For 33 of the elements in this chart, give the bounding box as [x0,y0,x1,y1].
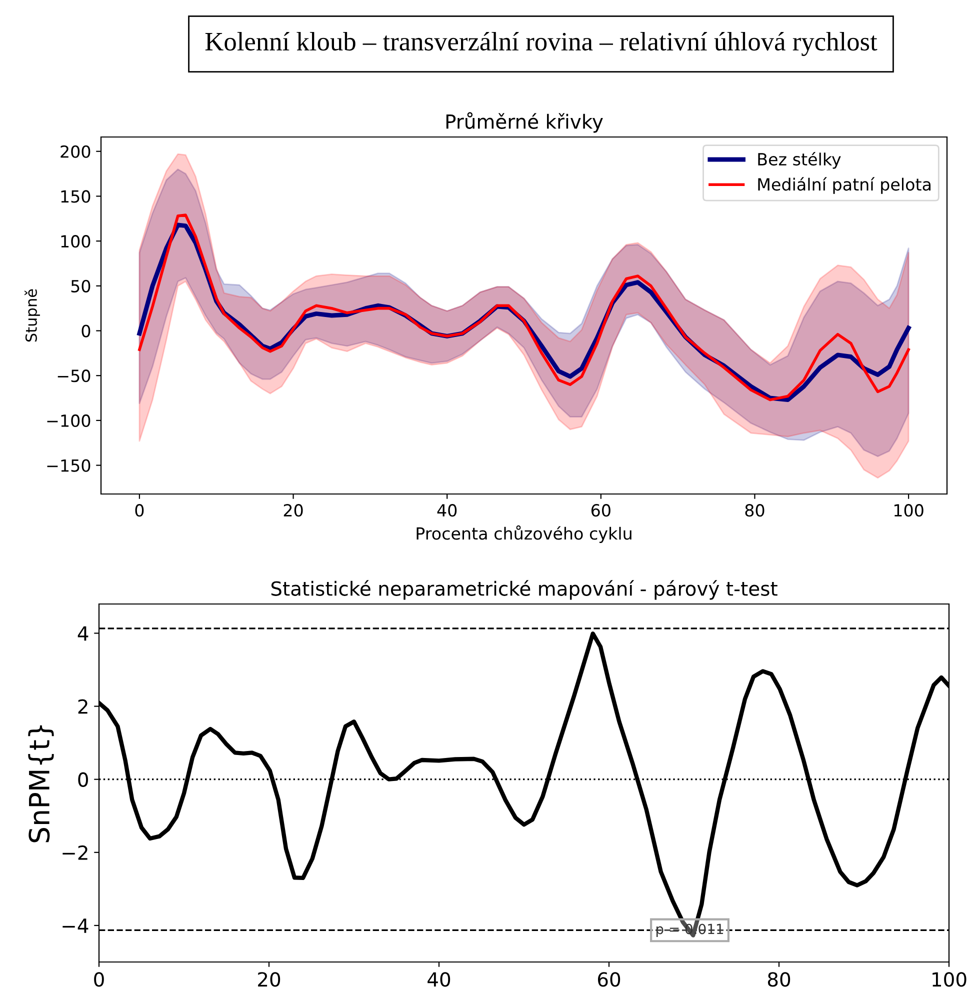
x-tick-label: 80 [768,972,790,987]
y-tick-label: −50 [58,370,90,382]
legend-label: Bez stélky [758,152,841,169]
y-tick-label: 0 [82,324,90,338]
x-tick-label: 0 [94,972,104,987]
x-tick-label: 40 [428,972,450,987]
y-axis-title: Stupně [24,289,40,342]
x-tick-label: 100 [894,504,924,517]
x-axis-title: Procenta chůzového cyklu [416,525,632,544]
x-tick-label: 20 [284,504,303,517]
chart-title: Průměrné křivky [446,112,603,133]
y-tick-label: 2 [78,699,88,714]
y-tick-label: 100 [61,235,90,248]
y-tick-label: 200 [60,145,90,158]
x-tick-label: 0 [135,504,144,517]
x-tick-label: 40 [437,504,457,517]
y-tick-label: 50 [71,280,90,292]
x-tick-label: 80 [745,504,764,517]
y-tick-label: −2 [62,845,88,860]
x-tick-label: 100 [932,972,966,987]
y-tick-label: −100 [47,414,90,428]
y-tick-label: 4 [78,626,88,641]
y-tick-label: −150 [47,459,90,472]
y-axis-title: SnPM{t} [28,725,54,842]
y-tick-label: 0 [78,772,88,788]
y-tick-label: −4 [62,918,88,933]
x-tick-label: 60 [591,504,610,517]
x-tick-label: 20 [258,972,280,987]
chart-title: Statistické neparametrické mapování - párový t-test [271,580,778,600]
legend-label: Mediální patní pelota [758,177,930,194]
text: Kolenní kloub – transverzální rovina – relativní úhlová rychlost [205,32,878,56]
x-tick-label: 60 [598,972,620,987]
y-tick-label: 150 [61,190,90,203]
